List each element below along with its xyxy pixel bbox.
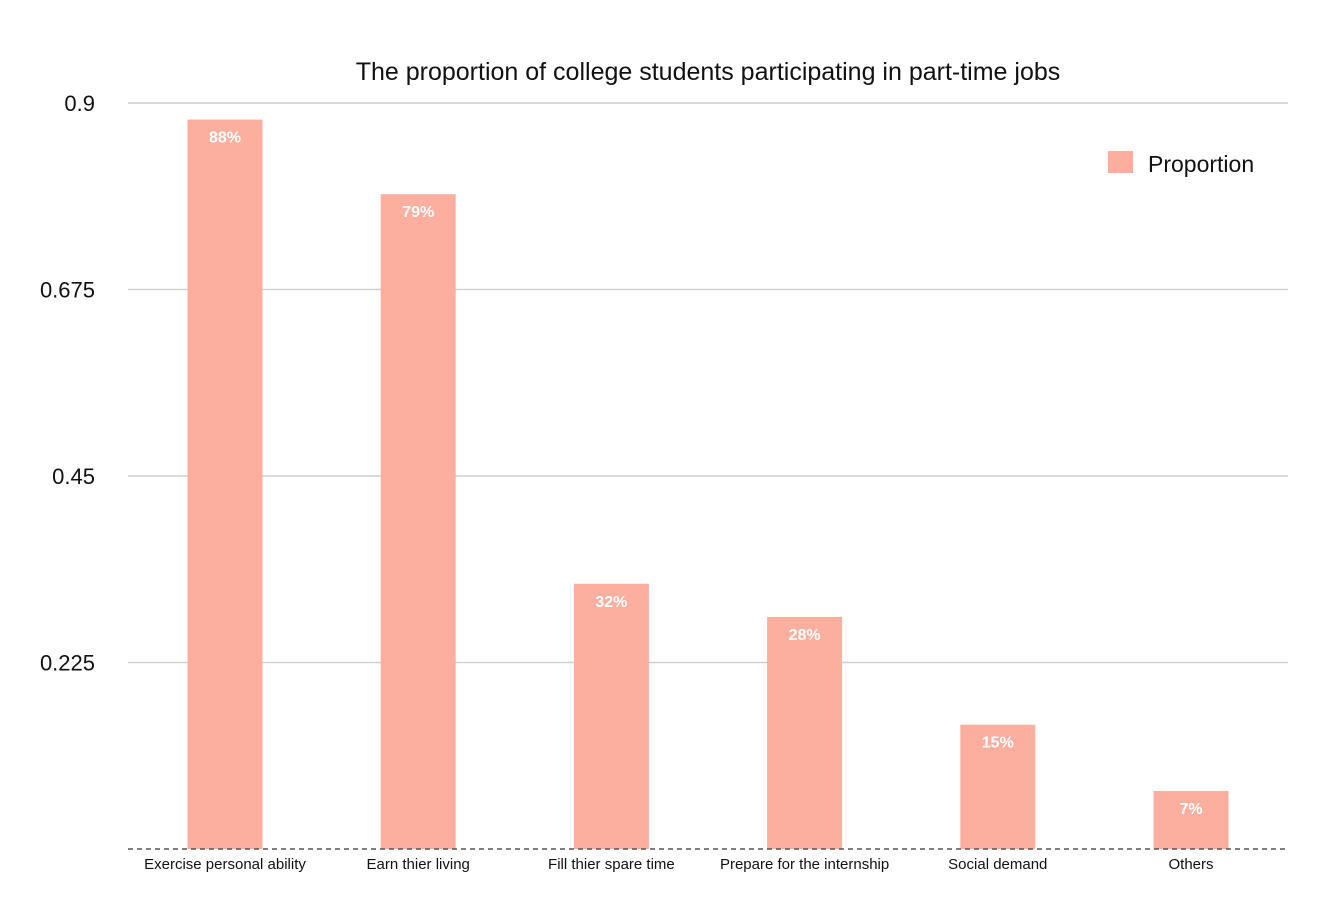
data-labels: 88% 79% 32% 28% 15% 7% xyxy=(209,130,1203,818)
x-tick-label: Social demand xyxy=(948,856,1047,873)
bar[interactable] xyxy=(960,724,1036,849)
y-tick-label: 0.45 xyxy=(52,464,95,489)
bar-value-label: 32% xyxy=(595,594,627,611)
x-axis-tick-labels: Exercise personal ability Earn thier livi… xyxy=(144,856,1213,873)
bar-value-label: 88% xyxy=(209,130,241,147)
bar[interactable] xyxy=(767,616,843,849)
gridlines xyxy=(128,102,1288,664)
bar-value-label: 7% xyxy=(1179,801,1202,818)
bar[interactable] xyxy=(380,194,456,849)
x-tick-label: Prepare for the internship xyxy=(720,856,889,873)
bar-value-label: 79% xyxy=(402,204,434,221)
bars xyxy=(128,119,1288,850)
y-tick-label: 0.225 xyxy=(40,651,95,676)
bar-value-label: 15% xyxy=(982,735,1014,752)
x-tick-label: Others xyxy=(1168,856,1213,873)
y-tick-label: 0.675 xyxy=(40,278,95,303)
x-tick-label: Fill thier spare time xyxy=(548,856,675,873)
legend-label: Proportion xyxy=(1148,151,1254,177)
x-tick-label: Earn thier living xyxy=(367,856,470,873)
legend-swatch xyxy=(1108,151,1133,173)
y-tick-label: 0.9 xyxy=(64,91,95,116)
bar[interactable] xyxy=(1153,790,1229,849)
legend[interactable]: Proportion xyxy=(1108,151,1254,177)
bar-value-label: 28% xyxy=(789,627,821,644)
chart-title: The proportion of college students parti… xyxy=(356,58,1061,86)
x-tick-label: Exercise personal ability xyxy=(144,856,306,873)
bar[interactable] xyxy=(187,119,263,850)
bar[interactable] xyxy=(573,583,649,849)
y-axis-tick-labels: 0.9 0.675 0.45 0.225 xyxy=(40,91,95,676)
